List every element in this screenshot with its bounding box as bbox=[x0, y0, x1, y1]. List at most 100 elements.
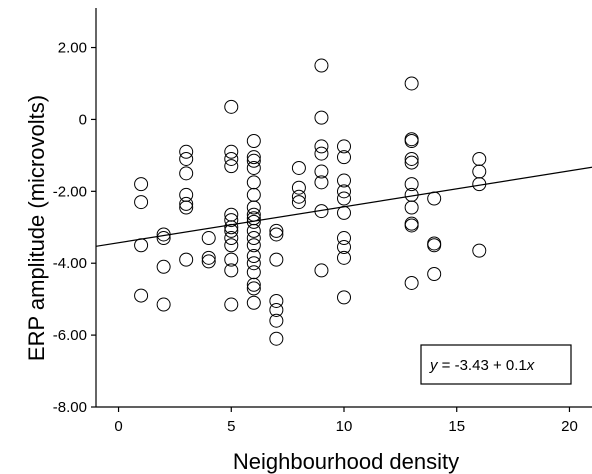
data-point bbox=[269, 227, 284, 242]
data-point bbox=[404, 200, 419, 215]
x-axis-title: Neighbourhood density bbox=[233, 449, 459, 474]
data-point bbox=[179, 252, 194, 267]
data-point bbox=[134, 238, 149, 253]
x-tick-label: 15 bbox=[448, 418, 465, 435]
data-point bbox=[427, 238, 442, 253]
data-point bbox=[269, 252, 284, 267]
data-point bbox=[269, 293, 284, 308]
equation-box: y = -3.43 + 0.1x bbox=[420, 344, 572, 385]
data-point bbox=[246, 160, 261, 175]
data-point bbox=[314, 146, 329, 161]
data-point bbox=[337, 231, 351, 246]
data-point bbox=[224, 213, 239, 228]
data-point bbox=[224, 207, 239, 222]
data-point bbox=[404, 151, 419, 166]
y-tick-label: 0 bbox=[79, 111, 87, 128]
data-point bbox=[337, 139, 351, 154]
data-point bbox=[337, 240, 351, 255]
data-point bbox=[224, 220, 239, 235]
data-point bbox=[404, 275, 419, 290]
data-point bbox=[246, 175, 261, 190]
data-point bbox=[224, 297, 239, 312]
regression-line bbox=[95, 166, 592, 247]
data-point bbox=[314, 164, 329, 179]
data-point bbox=[246, 256, 261, 271]
data-point bbox=[179, 151, 194, 166]
data-point bbox=[314, 263, 329, 278]
data-point bbox=[246, 153, 261, 168]
data-point bbox=[269, 331, 284, 346]
data-points bbox=[134, 58, 487, 346]
y-tick-label: -6.00 bbox=[53, 327, 87, 344]
data-point bbox=[291, 180, 306, 195]
equation-box-frame bbox=[420, 344, 572, 385]
data-point bbox=[314, 58, 329, 73]
data-point bbox=[246, 231, 261, 246]
data-point bbox=[314, 139, 329, 154]
data-point bbox=[246, 223, 261, 238]
data-point bbox=[201, 231, 216, 246]
data-point bbox=[269, 223, 284, 238]
data-point bbox=[337, 184, 351, 199]
data-point bbox=[337, 191, 351, 206]
data-point bbox=[134, 195, 149, 210]
data-point bbox=[179, 200, 194, 215]
data-point bbox=[337, 250, 351, 265]
y-tick-label: -2.00 bbox=[53, 183, 87, 200]
data-point bbox=[224, 144, 239, 159]
data-point bbox=[404, 155, 419, 170]
data-point bbox=[246, 281, 261, 296]
data-point bbox=[291, 189, 306, 204]
data-point bbox=[156, 259, 171, 274]
data-point bbox=[404, 218, 419, 233]
data-point bbox=[246, 134, 261, 148]
x-tick-label: 20 bbox=[561, 418, 578, 435]
x-tick-label: 0 bbox=[114, 418, 122, 435]
data-point bbox=[224, 159, 239, 174]
y-tick-label: -8.00 bbox=[53, 399, 87, 416]
data-point bbox=[134, 288, 149, 303]
data-point bbox=[156, 231, 171, 246]
data-point bbox=[291, 195, 306, 210]
data-point bbox=[246, 200, 261, 215]
x-tick-label: 10 bbox=[336, 418, 353, 435]
axes: 2.00 0 -2.00 -4.00 -6.00 -8.00 0 5 10 15 20 bbox=[53, 8, 592, 435]
data-point bbox=[224, 151, 239, 166]
data-point bbox=[156, 297, 171, 312]
data-point bbox=[224, 238, 239, 253]
data-point bbox=[337, 290, 351, 305]
data-point bbox=[201, 250, 216, 265]
data-point bbox=[201, 254, 216, 269]
data-point bbox=[404, 76, 419, 91]
data-point bbox=[134, 177, 149, 192]
data-point bbox=[224, 231, 239, 246]
data-point bbox=[314, 110, 329, 125]
data-point bbox=[337, 205, 351, 220]
data-point bbox=[472, 164, 487, 179]
data-point bbox=[246, 295, 261, 310]
data-point bbox=[404, 177, 419, 192]
data-point bbox=[404, 134, 419, 148]
data-point bbox=[246, 265, 261, 280]
equation-label: y = -3.43 + 0.1x bbox=[429, 357, 535, 374]
data-point bbox=[314, 175, 329, 190]
x-tick-label: 5 bbox=[227, 418, 235, 435]
data-point bbox=[427, 267, 442, 281]
y-tick-label: -4.00 bbox=[53, 255, 87, 272]
data-point bbox=[291, 160, 306, 175]
data-point bbox=[224, 252, 239, 267]
data-point bbox=[224, 263, 239, 278]
equation-body: = -3.43 + 0.1 bbox=[438, 357, 527, 374]
data-point bbox=[246, 187, 261, 202]
data-point bbox=[179, 196, 194, 211]
data-point bbox=[246, 277, 261, 292]
data-point bbox=[269, 302, 284, 317]
data-point bbox=[224, 99, 239, 114]
data-point bbox=[472, 151, 487, 166]
equation-x-var: x bbox=[526, 357, 535, 374]
data-point bbox=[337, 173, 351, 188]
data-point bbox=[246, 249, 261, 264]
data-point bbox=[246, 238, 261, 253]
equation-y-var: y bbox=[429, 357, 439, 374]
